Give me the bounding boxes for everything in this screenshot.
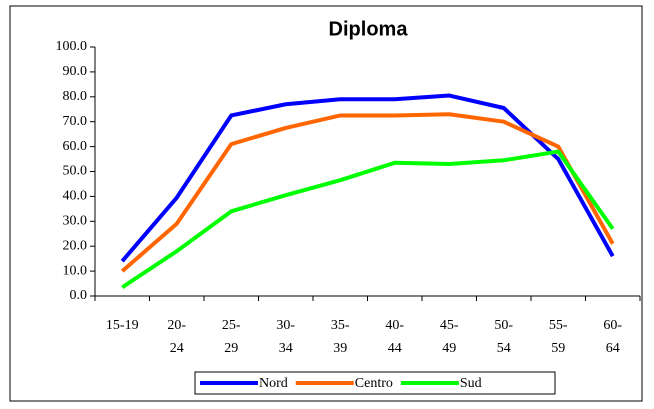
x-tick-label: 35-39 xyxy=(331,318,350,356)
legend-label: Nord xyxy=(259,376,288,391)
x-tick-label: 20-24 xyxy=(167,318,186,356)
x-tick-label: 45-49 xyxy=(440,318,459,356)
line-series xyxy=(121,149,615,289)
x-tick-label: 55-59 xyxy=(549,318,568,356)
x-tick-label: 15-19 xyxy=(106,318,139,333)
chart-title: Diploma xyxy=(329,18,409,40)
y-tick-label: 80.0 xyxy=(63,89,88,104)
line-series xyxy=(120,112,615,273)
x-tick-label: 50-54 xyxy=(494,318,513,356)
x-tick-label: 30-34 xyxy=(276,318,295,356)
y-tick-label: 70.0 xyxy=(63,114,88,129)
y-tick-label: 40.0 xyxy=(63,189,88,204)
y-tick-label: 50.0 xyxy=(63,164,88,179)
chart-frame xyxy=(9,5,643,402)
legend xyxy=(194,371,556,395)
y-tick-label: 10.0 xyxy=(63,263,88,278)
y-tick-label: 90.0 xyxy=(63,64,88,79)
y-tick-label: 60.0 xyxy=(63,139,88,154)
y-tick-label: 0.0 xyxy=(70,288,88,303)
y-tick-label: 30.0 xyxy=(63,214,88,229)
x-tick-label: 40-44 xyxy=(385,318,404,356)
y-tick-label: 100.0 xyxy=(56,39,88,54)
legend-label: Sud xyxy=(460,376,482,391)
x-tick-label: 25-29 xyxy=(222,318,241,356)
legend-label: Centro xyxy=(355,376,393,391)
y-tick-label: 20.0 xyxy=(63,238,88,253)
x-tick-label: 60-64 xyxy=(603,318,622,356)
